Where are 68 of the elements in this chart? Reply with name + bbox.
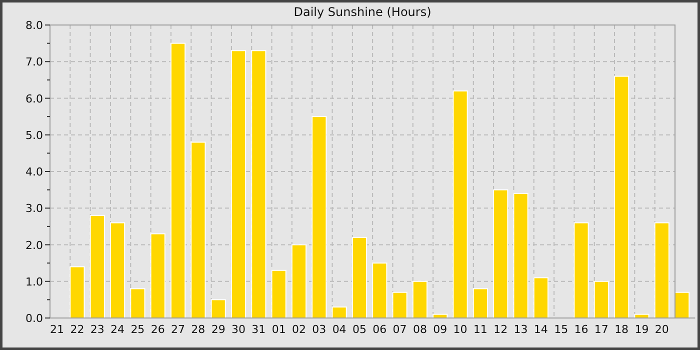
bar	[110, 222, 126, 318]
bar	[190, 142, 206, 318]
bar	[291, 244, 307, 318]
x-tick-label: 08	[412, 323, 427, 336]
bar	[352, 236, 368, 318]
bar	[312, 116, 327, 318]
bar	[70, 266, 85, 318]
bar	[170, 42, 186, 318]
x-tick-label: 11	[473, 323, 488, 336]
x-tick-label: 28	[191, 323, 206, 336]
bar	[332, 306, 347, 318]
bar	[412, 280, 428, 318]
bar	[130, 288, 146, 318]
x-tick-label: 10	[453, 323, 468, 336]
bar	[574, 222, 589, 318]
bar	[452, 90, 468, 318]
bar	[372, 262, 388, 318]
x-tick-label: 16	[574, 323, 588, 336]
bar	[392, 292, 408, 318]
bar	[271, 270, 286, 318]
x-tick-label: 12	[494, 323, 508, 336]
x-tick-label: 22	[70, 323, 84, 336]
bar	[251, 50, 266, 318]
bar	[513, 192, 528, 318]
y-tick-label: 5.0	[26, 128, 43, 142]
bar	[150, 233, 166, 318]
x-tick-label: 19	[634, 323, 649, 336]
x-tick-label: 23	[90, 323, 104, 336]
x-tick-label: 21	[50, 323, 64, 336]
x-tick-label: 24	[110, 323, 125, 336]
x-tick-label: 06	[372, 323, 387, 336]
x-tick-label: 26	[150, 323, 165, 336]
y-tick-label: 0.0	[26, 312, 43, 325]
bar	[230, 50, 246, 318]
bar	[493, 189, 508, 318]
bar	[90, 214, 105, 318]
y-tick-label: 7.0	[26, 56, 43, 69]
y-tick-label: 3.0	[26, 202, 43, 216]
x-tick-label: 25	[130, 323, 145, 336]
bar	[594, 280, 609, 318]
x-tick-label: 05	[352, 323, 366, 336]
x-tick-label: 13	[514, 323, 528, 336]
x-tick-label: 02	[292, 323, 306, 336]
bar	[654, 222, 670, 318]
x-tick-label: 03	[312, 323, 326, 336]
bar	[614, 76, 630, 318]
x-tick-label: 01	[272, 323, 286, 336]
x-tick-label: 07	[392, 323, 407, 336]
y-tick-label: 8.0	[26, 19, 43, 32]
x-tick-label: 30	[232, 323, 246, 336]
y-tick-label: 4.0	[26, 166, 43, 178]
x-tick-label: 09	[433, 323, 448, 336]
y-tick-label: 2.0	[26, 238, 43, 252]
bar	[533, 277, 548, 318]
x-tick-label: 17	[594, 323, 608, 336]
x-tick-label: 27	[171, 323, 186, 336]
x-tick-label: 31	[252, 323, 266, 336]
y-tick-label: 1.0	[26, 275, 43, 288]
y-tick-label: 6.0	[26, 92, 43, 106]
x-tick-label: 20	[654, 323, 669, 336]
x-tick-label: 29	[211, 323, 226, 336]
chart-title: Daily Sunshine (Hours)	[294, 5, 432, 19]
bar	[472, 288, 488, 318]
x-tick-label: 04	[332, 323, 346, 336]
x-tick-label: 15	[554, 323, 568, 336]
bar	[210, 299, 226, 318]
x-tick-label: 18	[614, 323, 629, 336]
x-tick-label: 14	[534, 323, 548, 336]
